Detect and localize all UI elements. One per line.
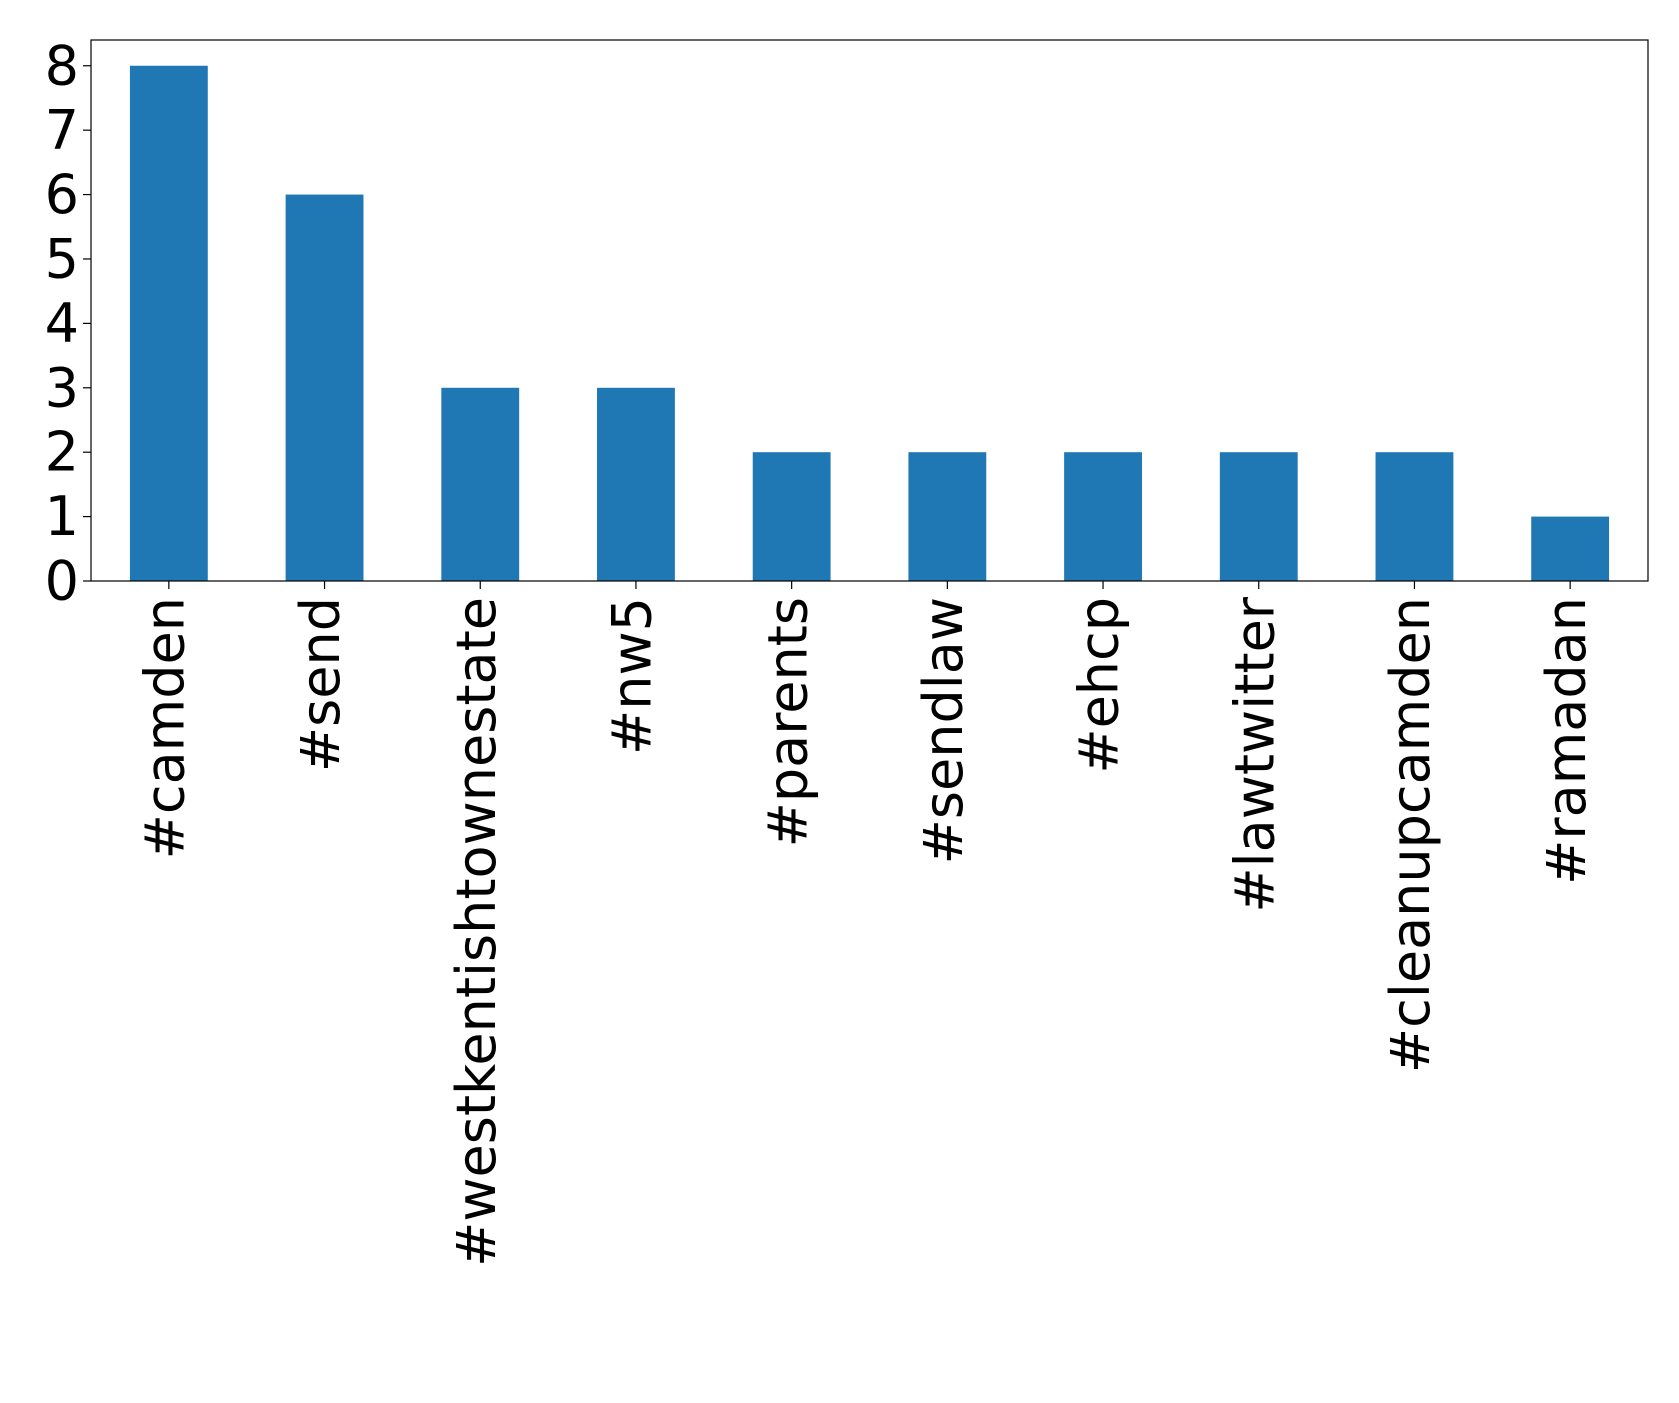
x-tick-label: #lawtwitter [1223,596,1286,912]
plot-frame [90,39,1649,582]
bar [1064,452,1142,581]
y-tick-label: 1 [45,485,79,548]
x-tick-label: #westkentishtownestate [445,597,508,1267]
y-tick-label: 2 [45,421,79,484]
x-tick-label: #sendlaw [912,597,975,864]
y-tick-label: 8 [45,34,79,97]
x-tick-label: #cleanupcamden [1379,597,1442,1073]
bar [285,194,364,582]
y-tick-label: 7 [45,99,79,162]
bar [1219,452,1298,581]
bar [1531,516,1610,581]
y-tick-label: 0 [45,550,79,613]
bar [1375,452,1454,581]
y-tick-label: 4 [45,292,79,355]
x-tick-label: #nw5 [601,597,664,755]
x-tick-label: #ehcp [1068,597,1131,774]
bar [597,387,675,581]
y-tick-label: 5 [45,227,79,290]
x-tick-label: #ramadan [1535,597,1598,885]
bar [908,452,987,581]
y-tick-label: 3 [45,356,79,419]
bar [752,452,831,581]
y-tick-label: 6 [45,163,79,226]
x-tick-label: #send [289,597,352,772]
bar [129,65,208,581]
bar [441,387,520,581]
x-tick-label: #parents [756,597,819,847]
x-tick-label: #camden [133,597,196,859]
